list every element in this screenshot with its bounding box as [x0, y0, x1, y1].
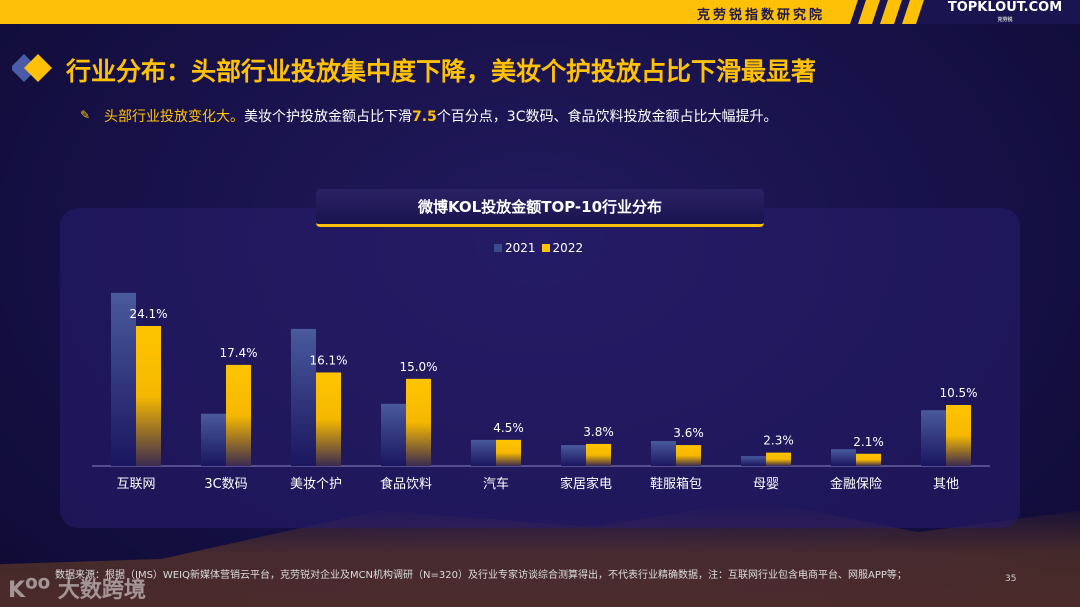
legend-2021: 2021 [494, 241, 536, 255]
bar-2022 [946, 404, 971, 466]
bar-2022 [316, 372, 341, 466]
bar-2022 [136, 325, 161, 466]
category-label: 金融保险 [830, 476, 882, 492]
data-label: 2.3% [763, 434, 794, 448]
bar-2022 [496, 439, 521, 466]
data-label: 3.6% [673, 426, 704, 440]
watermark: Koo 大数跨境 [8, 572, 146, 603]
legend: 2021 2022 [494, 241, 583, 255]
data-source-note: 数据来源：根据（IMS）WEIQ新媒体营销云平台，克劳锐对企业及MCN机构调研（… [55, 570, 907, 581]
org-name: 克劳锐指数研究院 [696, 8, 825, 23]
top-bar: 克劳锐指数研究院 TOPKLOUT.COM 克劳锐 [0, 0, 1080, 24]
category-label: 互联网 [116, 477, 155, 492]
topklout-logo: TOPKLOUT.COM 克劳锐 [930, 0, 1080, 24]
data-label: 17.4% [219, 346, 257, 360]
bar-2022 [226, 364, 251, 466]
stripes-decoration [850, 0, 930, 24]
bullet-icon: ✎ [80, 108, 91, 122]
bar-2021 [831, 449, 856, 466]
category-label: 鞋服箱包 [650, 476, 702, 492]
data-label: 3.8% [583, 425, 614, 439]
data-label: 4.5% [493, 421, 524, 435]
bar-2021 [381, 403, 406, 466]
category-label: 汽车 [483, 476, 509, 492]
chart-title: 微博KOL投放金额TOP-10行业分布 [316, 189, 764, 227]
diamond-icon [12, 54, 52, 82]
category-label: 母婴 [753, 477, 779, 492]
bar-2021 [201, 413, 226, 466]
category-label: 3C数码 [204, 477, 247, 492]
bar-2022 [766, 452, 791, 466]
bar-2021 [471, 439, 496, 466]
category-label: 美妆个护 [290, 477, 342, 492]
subtitle: 头部行业投放变化大。美妆个护投放金额占比下滑7.5个百分点，3C数码、食品饮料投… [104, 109, 778, 125]
bar-2021 [291, 328, 316, 466]
bar-2022 [586, 443, 611, 466]
legend-2022: 2022 [541, 241, 583, 255]
bar-2022 [856, 453, 881, 466]
category-label: 其他 [933, 477, 959, 492]
page-number: 35 [1005, 574, 1017, 584]
bar-2021 [921, 410, 946, 466]
bar-2021 [651, 441, 676, 466]
page-title: 行业分布：头部行业投放集中度下降，美妆个护投放占比下滑最显著 [66, 57, 817, 86]
data-label: 16.1% [309, 353, 347, 367]
bar-2021 [741, 456, 766, 466]
bar-2022 [406, 378, 431, 466]
bar-2021 [561, 445, 586, 466]
chart-panel [60, 208, 1020, 528]
data-label: 15.0% [399, 360, 437, 374]
data-label: 24.1% [129, 307, 167, 321]
bar-2022 [676, 445, 701, 466]
bar-2021 [111, 292, 136, 466]
category-label: 食品饮料 [380, 476, 432, 492]
data-label: 10.5% [939, 386, 977, 400]
data-label: 2.1% [853, 435, 884, 449]
category-label: 家居家电 [560, 476, 612, 492]
